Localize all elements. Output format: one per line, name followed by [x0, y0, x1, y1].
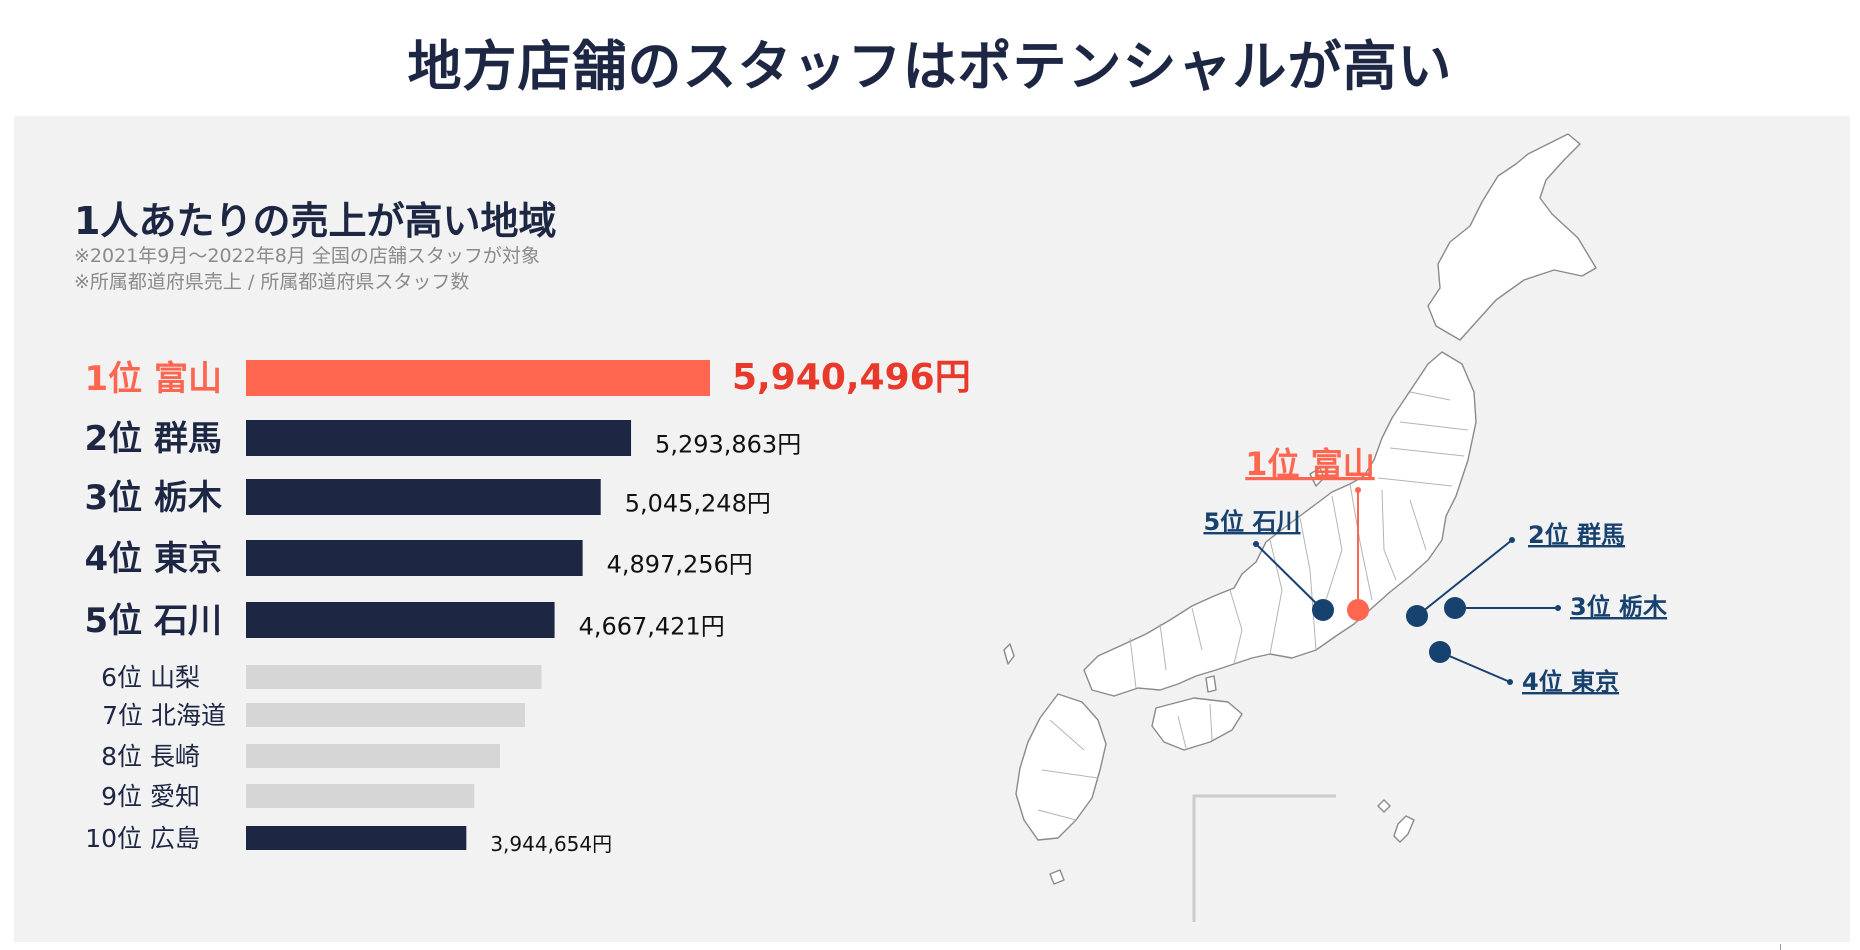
marker-leader-end [1253, 541, 1259, 547]
prefecture-borders [1037, 391, 1469, 821]
map-land [1003, 133, 1597, 885]
marker-label: 2位 群馬 [1528, 521, 1625, 549]
bar [246, 479, 601, 515]
bar-label: 6位 山梨 [101, 663, 200, 692]
kyushu-shape [1015, 693, 1107, 841]
marker-leader-end [1509, 537, 1515, 543]
tsushima-shape [1003, 643, 1015, 665]
bar [246, 703, 525, 727]
chart-note-formula: ※所属都道府県売上 / 所属都道府県スタッフ数 [74, 271, 470, 293]
bar-label: 9位 愛知 [101, 782, 200, 811]
bar-label: 10位 広島 [85, 824, 200, 853]
okinawa-shape [1393, 815, 1415, 843]
marker-dot [1312, 599, 1334, 621]
bar [246, 540, 583, 576]
marker-dot [1406, 605, 1428, 627]
bar-value-label: 4,667,421円 [579, 613, 725, 641]
chart-title: 1人あたりの売上が高い地域 [74, 199, 557, 243]
yakushima-shape [1049, 869, 1065, 885]
map-markers: 1位 富山 2位 群馬 3位 栃木 4位 東京 5位 石川 [1203, 445, 1668, 696]
bar-value-label: 4,897,256円 [607, 551, 753, 579]
shikoku-shape [1151, 697, 1243, 751]
marker-leader-end [1507, 679, 1513, 685]
bar [246, 602, 555, 638]
marker-label: 5位 石川 [1203, 508, 1300, 536]
marker-leader-end [1355, 487, 1361, 493]
bar [246, 826, 467, 850]
marker-label: 1位 富山 [1245, 445, 1374, 483]
bar [246, 784, 475, 808]
bar-label: 1位 富山 [85, 359, 223, 399]
marker-leader-line [1416, 539, 1513, 617]
hokkaido-shape [1427, 133, 1597, 341]
page-title: 地方店舗のスタッフはポテンシャルが高い [407, 35, 1453, 98]
honshu-shape [1083, 351, 1477, 697]
bar [246, 744, 500, 768]
marker-dot [1444, 597, 1466, 619]
bar-label: 5位 石川 [85, 601, 223, 641]
marker-label: 4位 東京 [1522, 668, 1619, 696]
bar-value-label: 3,944,654円 [490, 832, 612, 856]
corner-mark [1780, 944, 1781, 950]
marker-label: 3位 栃木 [1570, 593, 1668, 621]
sado-shape [1309, 467, 1325, 487]
bar-label: 8位 長崎 [101, 742, 200, 771]
bar-value-label: 5,045,248円 [625, 490, 771, 518]
amami-shape [1377, 799, 1391, 813]
inset-frame [1192, 794, 1336, 922]
marker-dot [1347, 599, 1369, 621]
bar-label: 7位 北海道 [102, 701, 226, 730]
marker-leader-end [1555, 605, 1561, 611]
bar [246, 665, 542, 689]
bar-value-label: 5,940,496円 [732, 357, 971, 398]
bar-label: 3位 栃木 [85, 478, 223, 518]
ranking-bar-chart: 1位 富山 5,940,496円 2位 群馬 5,293,863円 3位 栃木 5,045… [85, 357, 971, 856]
bar-label: 4位 東京 [85, 539, 223, 579]
bar-label: 2位 群馬 [85, 419, 223, 459]
marker-dot [1429, 641, 1451, 663]
japan-map: 1位 富山 2位 群馬 3位 栃木 4位 東京 5位 石川 [1003, 133, 1668, 922]
bar-value-label: 5,293,863円 [655, 431, 801, 459]
marker-leader-line [1439, 651, 1511, 683]
awaji-shape [1205, 675, 1217, 693]
bar [246, 360, 710, 396]
marker-leader-line [1255, 543, 1324, 611]
chart-note-period: ※2021年9月〜2022年8月 全国の店舗スタッフが対象 [74, 245, 540, 267]
bar [246, 420, 632, 456]
